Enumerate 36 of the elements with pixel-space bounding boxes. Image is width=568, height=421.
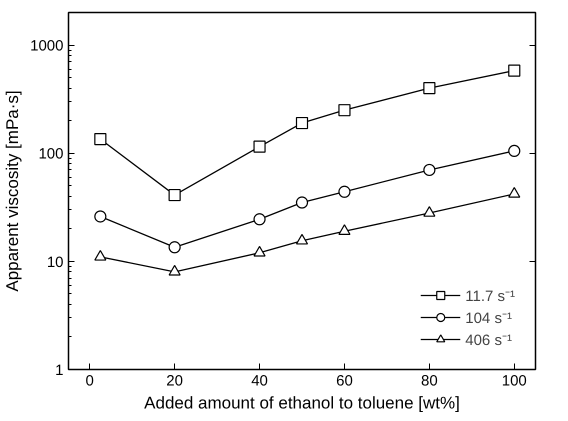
point — [253, 213, 266, 226]
point — [94, 250, 106, 261]
x-tick-label: 100 — [502, 372, 527, 390]
legend-label: 406 s⁻¹ — [465, 331, 512, 349]
legend-label: 11.7 s⁻¹ — [465, 287, 515, 305]
x-tick-label: 20 — [166, 372, 183, 390]
point — [508, 187, 520, 198]
point — [423, 206, 436, 217]
point — [168, 264, 181, 276]
point — [423, 164, 436, 176]
point — [94, 133, 106, 146]
legend-label: 104 s⁻¹ — [465, 309, 512, 327]
point — [423, 82, 436, 94]
point — [296, 116, 308, 130]
point — [253, 140, 266, 153]
point — [296, 196, 308, 209]
y-tick-label: 1000 — [30, 38, 64, 55]
point — [508, 64, 520, 77]
point — [168, 188, 181, 202]
point — [338, 224, 351, 235]
point — [338, 186, 351, 198]
x-tick-label: 80 — [421, 372, 438, 390]
point — [296, 234, 308, 245]
point — [253, 246, 266, 257]
x-tick-label: 0 — [86, 372, 94, 390]
point — [508, 144, 520, 157]
point — [94, 210, 106, 223]
point — [338, 104, 351, 116]
y-tick-label: 100 — [38, 146, 64, 163]
point — [168, 241, 181, 254]
y-tick-label: 1 — [55, 362, 64, 379]
x-tick-label: 40 — [251, 372, 268, 390]
y-tick-label: 10 — [46, 254, 64, 271]
x-tick-label: 60 — [336, 372, 353, 390]
x-axis-title: Added amount of ethanol to toluene [wt%] — [144, 394, 460, 412]
y-axis-title: Apparent viscosity [mPa·s] — [3, 90, 22, 292]
